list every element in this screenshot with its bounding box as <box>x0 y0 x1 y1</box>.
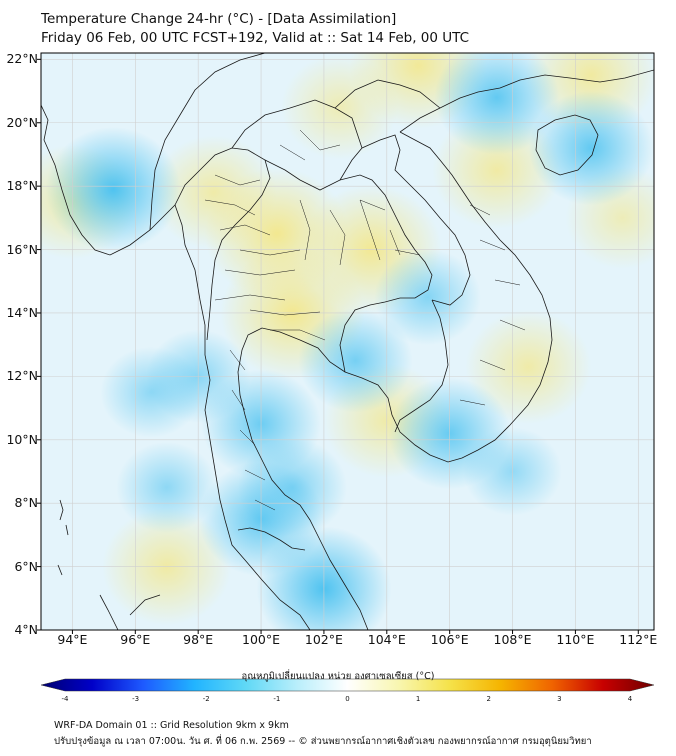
border-laos-vietnam <box>339 134 471 306</box>
colorbar-tick-label: 3 <box>557 695 562 703</box>
latitude-label: 16°N <box>6 241 38 257</box>
colorbar-tick-label: 1 <box>415 695 421 703</box>
border-thai-cambodia <box>339 297 401 373</box>
latitude-label: 22°N <box>6 51 38 67</box>
longitude-label: 104°E <box>367 632 406 647</box>
latitude-label: 4°N <box>14 622 38 637</box>
map-frame <box>40 52 655 631</box>
longitude-label: 106°E <box>430 632 469 647</box>
longitude-label: 98°E <box>183 632 214 647</box>
longitude-label: 110°E <box>556 632 595 647</box>
cool-anomaly-area <box>100 346 202 438</box>
map-title: Temperature Change 24-hr (°C) - [Data As… <box>41 11 397 27</box>
colorbar-tick-label: 4 <box>627 695 633 703</box>
map-subtitle: Friday 06 Feb, 00 UTC FCST+192, Valid at… <box>41 30 470 46</box>
vietnam-province-lines <box>459 204 526 406</box>
coastline-west <box>41 104 311 630</box>
temperature-field <box>41 53 654 630</box>
hainan-island <box>535 114 599 176</box>
latitude-label: 10°N <box>6 431 38 447</box>
colorbar-tick-label: 2 <box>486 695 491 703</box>
axis-ticks <box>37 58 639 634</box>
longitude-label: 94°E <box>57 632 88 647</box>
cool-anomaly-area <box>45 126 181 252</box>
andaman-islands <box>57 499 69 576</box>
sumatra-coast <box>99 594 161 630</box>
border-china-vietnam <box>334 79 441 109</box>
map-frame-content <box>41 53 654 630</box>
country-borders <box>41 53 654 630</box>
province-lines <box>204 174 401 511</box>
border-thai-laos <box>264 159 433 299</box>
longitude-label: 112°E <box>619 632 658 647</box>
cool-anomaly-area <box>298 308 413 413</box>
latitude-label: 18°N <box>6 178 38 194</box>
laos-province-lines <box>279 129 421 256</box>
border-cambodia-vietnam <box>394 299 449 433</box>
longitude-label: 96°E <box>120 632 151 647</box>
footer-line-2: ปรับปรุงข้อมูล ณ เวลา 07:00น. วัน ศ. ที่… <box>54 736 592 747</box>
colorbar-tick-label: 0 <box>345 695 350 703</box>
coastline-gulf <box>237 131 553 630</box>
colorbar-bar <box>40 678 655 692</box>
longitude-label: 102°E <box>304 632 343 647</box>
colorbar <box>40 678 655 692</box>
longitude-label: 100°E <box>242 632 281 647</box>
cool-anomaly-area <box>116 441 218 533</box>
colorbar-tick-label: -2 <box>202 695 210 703</box>
latitude-label: 14°N <box>6 304 38 320</box>
colorbar-title: อุณหภูมิเปลี่ยนแปลง หน่วย องศาเซลเซียส (… <box>241 671 435 682</box>
warm-anomaly-area <box>150 135 277 250</box>
border-thai-malaysia <box>237 527 306 551</box>
latitude-label: 20°N <box>6 114 38 130</box>
footer-line-1: WRF-DA Domain 01 :: Grid Resolution 9km … <box>54 720 289 731</box>
gridlines <box>41 53 654 630</box>
warm-anomaly-area <box>465 309 592 424</box>
cool-anomaly-area <box>434 53 560 155</box>
latitude-label: 8°N <box>14 495 38 511</box>
cool-anomaly-area <box>237 437 348 537</box>
border-myanmar-china <box>149 53 266 231</box>
colorbar-tick-label: -1 <box>273 695 281 703</box>
latitude-label: 6°N <box>14 558 38 574</box>
colorbar-tick-label: -4 <box>61 695 69 703</box>
colorbar-tick-label: -3 <box>132 695 140 703</box>
coastline-north <box>399 69 654 133</box>
longitude-label: 108°E <box>493 632 532 647</box>
border-thai-myanmar <box>174 147 271 341</box>
latitude-label: 12°N <box>6 368 38 384</box>
border-north <box>231 99 363 149</box>
cool-anomaly-area <box>528 90 654 206</box>
warm-anomaly-area <box>281 54 399 160</box>
cool-anomaly-area <box>374 249 481 346</box>
